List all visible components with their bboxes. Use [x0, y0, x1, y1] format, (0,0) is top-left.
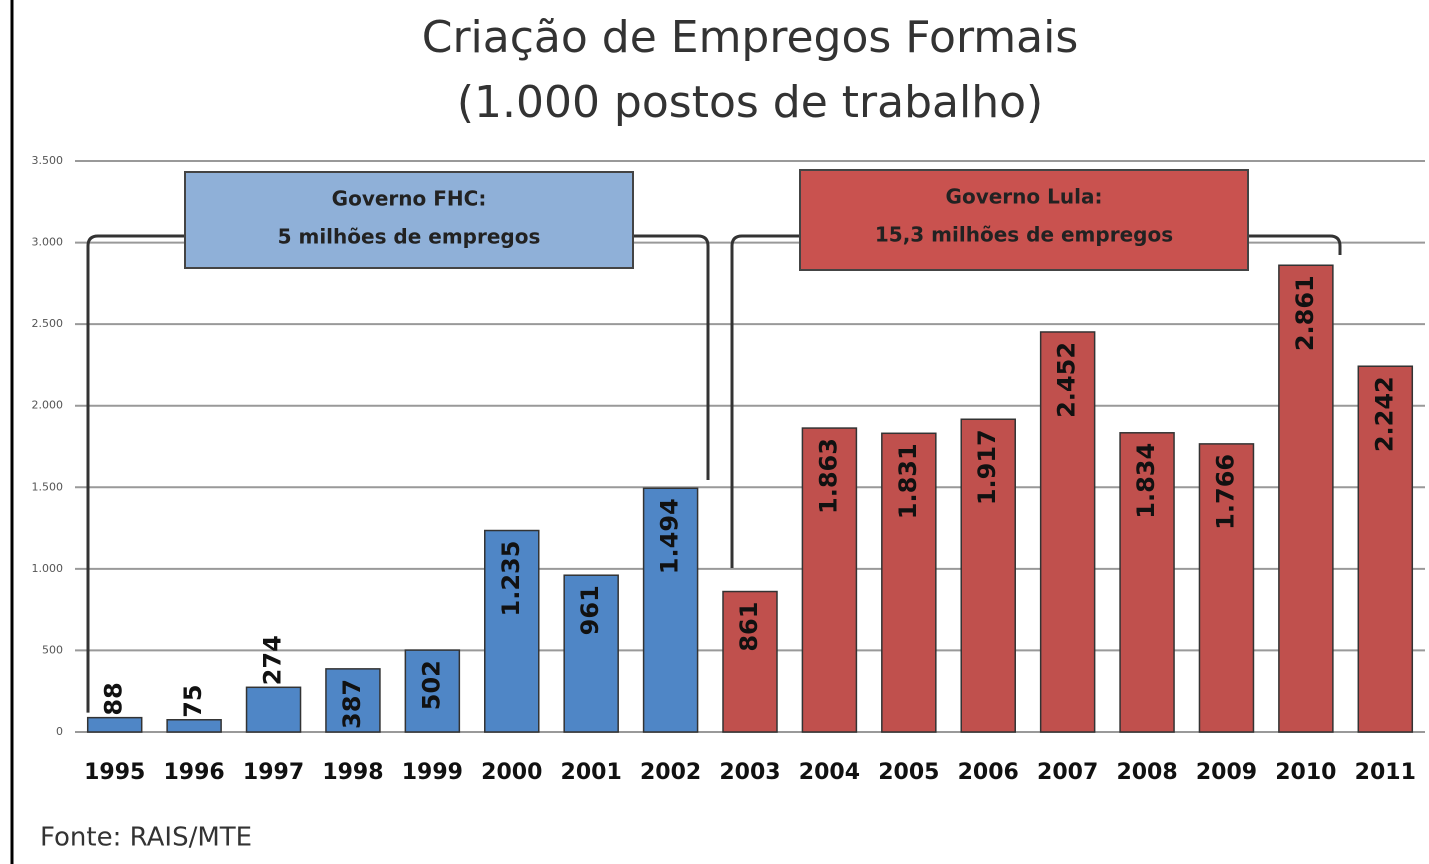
annotation-text: 5 milhões de empregos	[278, 225, 541, 249]
annotation-text: Governo FHC:	[332, 187, 487, 211]
y-tick-label: 1.000	[32, 562, 64, 575]
bar	[1278, 264, 1334, 733]
data-label: 1.766	[1211, 454, 1239, 530]
source-note: Fonte: RAIS/MTE	[40, 823, 252, 853]
bar	[245, 686, 302, 733]
y-tick-label: 3.500	[32, 154, 64, 167]
bar	[404, 649, 461, 733]
data-label: 1.917	[973, 429, 1001, 505]
data-label: 2.861	[1291, 275, 1319, 351]
x-tick-label: 2010	[1275, 760, 1336, 785]
annotation-box	[184, 171, 634, 269]
data-label: 1.494	[656, 498, 684, 574]
data-label: 2.452	[1053, 342, 1081, 418]
data-label: 1.831	[894, 443, 922, 519]
data-label: 2.242	[1370, 376, 1398, 452]
y-tick-label: 2.000	[32, 399, 64, 412]
x-tick-label: 2008	[1116, 760, 1177, 785]
data-label: 88	[100, 682, 128, 715]
x-tick-label: 2006	[958, 760, 1019, 785]
annotation-text: 15,3 milhões de empregos	[875, 223, 1173, 247]
annotation-box	[799, 169, 1249, 271]
x-tick-label: 2011	[1355, 760, 1416, 785]
data-label: 1.863	[814, 438, 842, 514]
bar	[563, 574, 619, 733]
x-tick-label: 2009	[1196, 760, 1257, 785]
bar	[1039, 331, 1096, 733]
chart-subtitle: (1.000 postos de trabalho)	[457, 77, 1043, 128]
chart-title: Criação de Empregos Formais	[422, 12, 1079, 63]
x-tick-label: 1996	[164, 760, 225, 785]
x-tick-label: 2002	[640, 760, 701, 785]
data-label: 75	[179, 684, 207, 717]
y-tick-label: 3.000	[32, 236, 64, 249]
x-tick-label: 2003	[719, 760, 780, 785]
annotation-text: Governo Lula:	[946, 185, 1103, 209]
data-label: 961	[576, 585, 604, 635]
bar	[801, 427, 858, 733]
y-tick-label: 1.500	[32, 480, 64, 493]
bar	[86, 716, 143, 733]
y-tick-label: 2.500	[32, 317, 64, 330]
y-tick-label: 0	[56, 725, 63, 738]
x-tick-label: 1995	[84, 760, 145, 785]
bar	[1357, 365, 1414, 733]
data-label: 861	[735, 602, 763, 652]
bar	[1119, 432, 1175, 733]
x-tick-label: 2000	[481, 760, 542, 785]
bar	[722, 590, 778, 733]
bar	[960, 418, 1016, 733]
x-tick-label: 1997	[243, 760, 304, 785]
x-tick-label: 2007	[1037, 760, 1098, 785]
x-tick-label: 2004	[799, 760, 860, 785]
bar	[484, 529, 540, 733]
bar	[325, 668, 381, 733]
data-label: 387	[338, 679, 366, 729]
data-label: 1.834	[1132, 443, 1160, 519]
x-tick-label: 1998	[322, 760, 383, 785]
x-tick-label: 1999	[402, 760, 463, 785]
x-tick-label: 2005	[878, 760, 939, 785]
bar	[642, 487, 699, 733]
data-label: 502	[417, 660, 445, 710]
y-tick-label: 500	[42, 643, 63, 656]
x-tick-label: 2001	[561, 760, 622, 785]
data-label: 1.235	[497, 541, 525, 617]
data-label: 274	[259, 635, 287, 685]
bar	[1198, 443, 1255, 733]
bar	[166, 719, 222, 733]
bar	[881, 432, 937, 733]
